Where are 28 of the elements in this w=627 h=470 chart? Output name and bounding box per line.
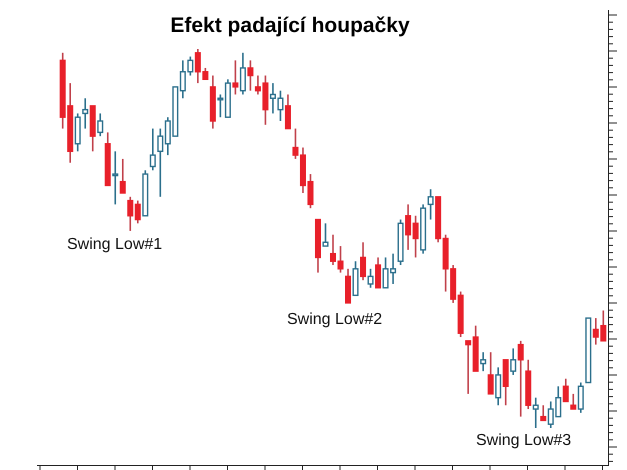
- candlestick: [428, 188, 434, 220]
- candlestick: [247, 60, 254, 92]
- candlestick: [322, 222, 329, 247]
- chart-title: Efekt padající houpačky: [170, 14, 410, 37]
- candlestick: [518, 340, 524, 418]
- candlestick: [360, 241, 366, 281]
- candlestick: [112, 150, 118, 206]
- candlestick: [368, 268, 374, 289]
- candlestick: [375, 256, 382, 289]
- candlestick: [488, 351, 494, 395]
- annotation: Swing Low#2: [287, 311, 382, 328]
- candlestick: [284, 94, 291, 130]
- candlestick: [120, 158, 126, 194]
- candlestick: [480, 351, 486, 372]
- candlestick: [510, 348, 516, 376]
- candlestick: [150, 128, 156, 172]
- candlestick: [97, 112, 104, 137]
- candlestick: [82, 97, 88, 130]
- candlestick: [495, 366, 502, 406]
- candlestick: [578, 382, 584, 414]
- candlestick: [240, 52, 246, 96]
- candlestick: [562, 378, 569, 402]
- text: Swing Low#3: [476, 432, 572, 449]
- candlestick: [532, 396, 539, 429]
- annotation: Swing Low#1: [67, 236, 162, 253]
- candlestick: [232, 60, 238, 96]
- candlestick: [540, 404, 546, 422]
- candlestick: [570, 393, 576, 410]
